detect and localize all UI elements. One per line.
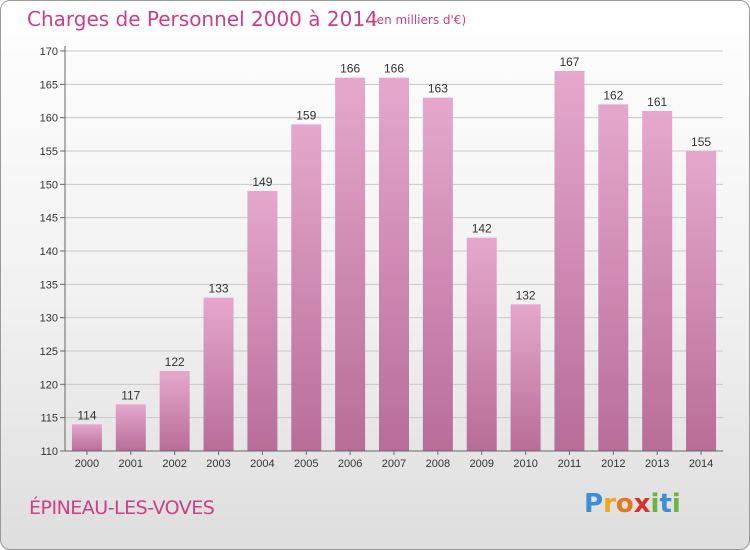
data-label-2008: 163	[428, 82, 448, 96]
data-label-2003: 133	[209, 282, 229, 296]
x-tick-label-2006: 2006	[338, 458, 362, 470]
data-label-2006: 166	[340, 62, 360, 76]
bar-2007	[379, 77, 409, 452]
logo-letter: o	[615, 489, 634, 519]
data-label-2000: 114	[77, 408, 96, 422]
chart-title: Charges de Personnel 2000 à 2014	[27, 7, 378, 31]
axes	[60, 46, 723, 455]
data-label-2004: 149	[252, 175, 272, 189]
labels: 110 115 120 125 130 135 140 145 150 155 160 165 170 1…	[40, 46, 714, 470]
x-tick-label-2011: 2011	[558, 458, 582, 470]
y-tick-label-140: 140	[40, 246, 58, 258]
bar-2010	[510, 304, 541, 451]
y-tick-label-170: 170	[40, 46, 58, 58]
x-tick-label-2007: 2007	[382, 458, 406, 470]
logo-letter: i	[650, 489, 660, 519]
bar-2012	[598, 104, 629, 451]
bar-2011	[554, 71, 585, 451]
chart-subtitle: (en milliers d'€)	[372, 13, 467, 27]
proxiti-logo: Proxiti	[584, 489, 681, 519]
logo-letter: x	[633, 489, 651, 519]
bar-2013	[642, 111, 673, 451]
data-label-2009: 142	[472, 222, 492, 236]
x-tick-label-2010: 2010	[513, 458, 537, 470]
y-tick-label-115: 115	[40, 413, 58, 425]
bar-2000	[71, 424, 102, 451]
bar-2005	[291, 124, 322, 451]
y-tick-label-155: 155	[40, 146, 58, 158]
data-label-2005: 159	[296, 108, 316, 122]
data-label-2013: 161	[647, 95, 667, 109]
x-tick-label-2001: 2001	[119, 458, 143, 470]
x-tick-label-2004: 2004	[250, 458, 274, 470]
logo-letter: t	[659, 489, 672, 519]
y-tick-label-135: 135	[40, 279, 58, 291]
data-label-2002: 122	[165, 355, 185, 369]
x-tick-label-2000: 2000	[75, 458, 99, 470]
data-label-2001: 117	[121, 388, 140, 402]
data-label-2012: 162	[603, 88, 623, 102]
y-tick-label-110: 110	[40, 446, 58, 458]
x-tick-label-2003: 2003	[206, 458, 230, 470]
bar-2004	[247, 191, 278, 451]
bar-2001	[115, 404, 146, 451]
x-tick-label-2008: 2008	[426, 458, 450, 470]
y-tick-label-120: 120	[40, 379, 58, 391]
data-label-2010: 132	[516, 288, 536, 302]
x-tick-label-2009: 2009	[469, 458, 493, 470]
bar-2009	[466, 237, 497, 451]
data-label-2011: 167	[559, 55, 579, 69]
y-tick-label-130: 130	[40, 313, 58, 325]
bar-2003	[203, 297, 234, 451]
y-tick-label-145: 145	[40, 213, 58, 225]
y-tick-label-165: 165	[40, 79, 58, 91]
x-tick-label-2002: 2002	[162, 458, 186, 470]
logo-letter: P	[584, 489, 604, 519]
y-tick-label-125: 125	[40, 346, 58, 358]
bars	[71, 71, 717, 452]
commune-name: ÉPINEAU-LES-VOVES	[29, 497, 215, 519]
bar-2002	[159, 371, 190, 451]
logo-letter: r	[603, 489, 616, 519]
y-tick-label-150: 150	[40, 179, 58, 191]
x-tick-label-2012: 2012	[601, 458, 625, 470]
data-label-2014: 155	[691, 135, 711, 149]
x-tick-label-2005: 2005	[294, 458, 318, 470]
bar-2014	[686, 151, 717, 451]
logo-letter: i	[671, 489, 681, 519]
x-tick-label-2014: 2014	[689, 458, 713, 470]
y-tick-label-160: 160	[40, 113, 58, 125]
x-tick-label-2013: 2013	[645, 458, 669, 470]
data-label-2007: 166	[384, 62, 404, 76]
bar-2006	[335, 77, 366, 452]
bar-2008	[422, 97, 453, 452]
